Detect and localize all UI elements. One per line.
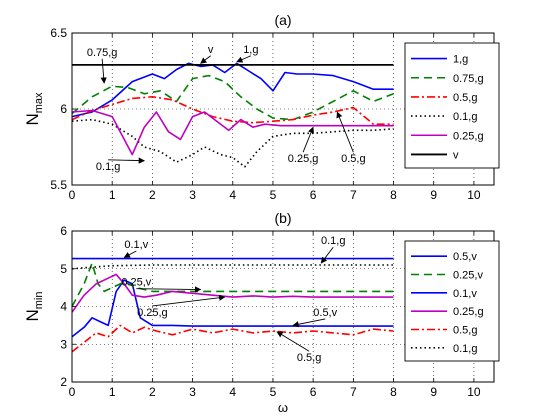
series-line-3: [71, 273, 394, 313]
legend-label-2: 0.5,g: [453, 92, 477, 104]
legend-label-5: v: [453, 149, 459, 161]
x-tick-label: 1: [109, 385, 116, 399]
annotation-label: 0.5,g: [297, 352, 321, 364]
annotation-arrow: [336, 111, 354, 153]
chart-title: (a): [274, 12, 291, 28]
y-tick-label: 6.5: [50, 26, 67, 40]
x-tick-label: 9: [430, 188, 437, 202]
y-tick-label: 6: [60, 102, 67, 116]
y-axis-label: Nmax: [23, 92, 45, 126]
annotation-arrow: [276, 331, 310, 352]
series-line-3: [71, 118, 394, 168]
chart-panel-0: 0.75,g v 1,g 0.1,g 0.25,g 0.5,g 0 1 2 3 4 5 6 7 8 9 10 5.…: [23, 12, 500, 202]
x-tick-label: 8: [390, 188, 397, 202]
annotation-label: 0.1,g: [96, 161, 120, 173]
annotation-label: v: [208, 44, 214, 56]
x-tick-label: 9: [430, 385, 437, 399]
legend-label-2: 0.1,v: [453, 288, 477, 300]
x-tick-label: 7: [350, 385, 357, 399]
annotation-label: 0.5,v: [313, 307, 337, 319]
x-tick-label: 1: [109, 188, 116, 202]
legend: 0.5,v 0.25,v 0.1,v 0.25,g 0.5,g 0.1,g: [404, 240, 500, 362]
x-tick-label: 8: [390, 385, 397, 399]
annotation-arrow: [320, 246, 334, 264]
chart-panel-1: 0.1,v 0.1,g 0.25,v 0.25,g 0.5,v 0.5,g 0 1 2 3 4 5 6 7…: [23, 210, 500, 415]
x-tick-label: 2: [149, 188, 156, 202]
series-line-4: [71, 109, 394, 156]
annotation-label: 0.25,g: [288, 153, 319, 165]
annotation-arrow: [292, 318, 326, 328]
x-axis-label: ω: [278, 400, 288, 415]
annotation-label: 1,g: [243, 44, 258, 56]
annotation-label: 0.1,g: [321, 235, 345, 247]
annotation-label: 0.25,g: [137, 307, 168, 319]
annotation-arrow: [302, 126, 314, 153]
y-tick-label: 3: [60, 337, 67, 351]
x-tick-label: 5: [270, 385, 277, 399]
series-line-4: [71, 324, 394, 353]
legend-label-3: 0.25,g: [453, 306, 484, 318]
annotation-arrow: [136, 286, 202, 293]
x-tick-label: 2: [149, 385, 156, 399]
y-tick-label: 5.5: [50, 178, 67, 192]
chart-title: (b): [274, 210, 291, 226]
x-tick-label: 4: [229, 385, 236, 399]
legend-label-1: 0.25,v: [453, 270, 483, 282]
annotation-arrow: [200, 55, 211, 64]
legend: 1,g 0.75,g 0.5,g 0.1,g 0.25,g v: [404, 42, 500, 169]
x-tick-label: 7: [350, 188, 357, 202]
y-tick-label: 4: [60, 300, 67, 314]
y-axis-label: Nmin: [23, 291, 45, 321]
legend-label-4: 0.5,g: [453, 325, 477, 337]
x-tick-label: 6: [310, 385, 317, 399]
legend-label-0: 1,g: [453, 54, 468, 66]
y-tick-label: 5: [60, 262, 67, 276]
x-tick-label: 3: [189, 385, 196, 399]
annotation-label: 0.1,v: [124, 239, 148, 251]
x-tick-label: 6: [310, 188, 317, 202]
annotation-arrow: [108, 157, 145, 164]
annotation-arrow: [236, 55, 252, 63]
annotation-label: 0.75,g: [87, 47, 118, 59]
x-tick-label: 10: [467, 188, 481, 202]
y-tick-label: 6: [60, 224, 67, 238]
annotation-label: 0.5,g: [341, 153, 365, 165]
series-line-2: [71, 96, 394, 125]
series-line-1: [71, 262, 394, 307]
x-tick-label: 4: [229, 188, 236, 202]
series-line-0: [71, 62, 394, 118]
series-line-5: [71, 264, 394, 270]
x-tick-label: 10: [467, 385, 481, 399]
y-tick-label: 2: [60, 375, 67, 389]
x-tick-label: 3: [189, 188, 196, 202]
annotation-label: 0.25,v: [121, 277, 151, 289]
annotation-arrow: [152, 294, 226, 307]
series-line-0: [71, 279, 394, 338]
legend-label-4: 0.25,g: [453, 130, 484, 142]
legend-box: [404, 42, 500, 169]
legend-label-1: 0.75,g: [453, 73, 484, 85]
legend-label-5: 0.1,g: [453, 343, 477, 355]
series-line-1: [71, 74, 394, 121]
annotation-arrow: [123, 250, 137, 258]
x-tick-label: 5: [270, 188, 277, 202]
legend-label-3: 0.1,g: [453, 111, 477, 123]
x-tick-label: 0: [69, 385, 76, 399]
x-tick-label: 0: [69, 188, 76, 202]
annotation-arrow: [100, 58, 107, 84]
legend-box: [404, 240, 500, 362]
legend-label-0: 0.5,v: [453, 251, 477, 263]
